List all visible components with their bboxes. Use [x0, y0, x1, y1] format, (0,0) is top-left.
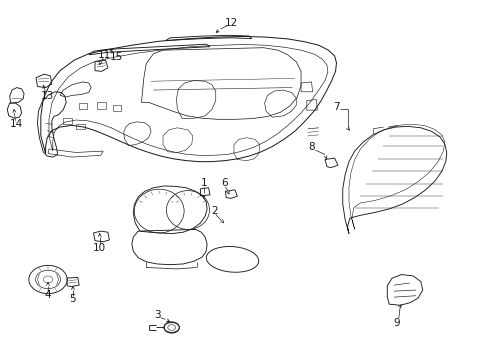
Text: 3: 3	[154, 310, 160, 320]
Text: 5: 5	[69, 294, 76, 304]
Text: 13: 13	[41, 91, 54, 101]
Text: 4: 4	[44, 290, 51, 300]
Text: 7: 7	[332, 102, 339, 112]
Text: 9: 9	[393, 318, 399, 328]
Text: 8: 8	[307, 142, 314, 152]
Text: 14: 14	[10, 119, 23, 129]
Text: 6: 6	[221, 178, 227, 188]
Text: 2: 2	[211, 206, 218, 216]
Text: 12: 12	[224, 18, 237, 28]
Text: 15: 15	[109, 52, 122, 62]
Text: 10: 10	[93, 243, 106, 253]
Text: 11: 11	[98, 50, 111, 60]
Text: 1: 1	[200, 178, 206, 188]
